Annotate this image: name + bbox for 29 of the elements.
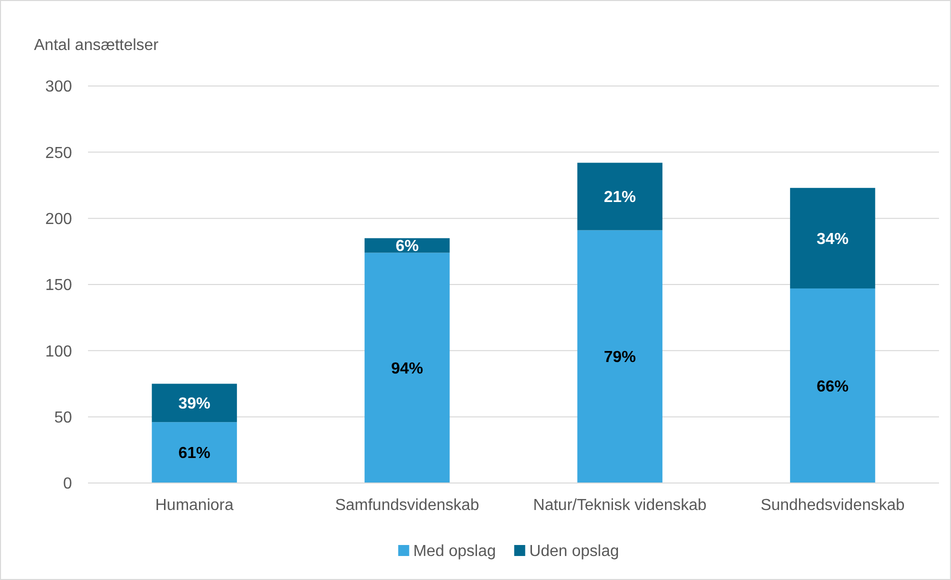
bar [577, 230, 662, 483]
x-tick-label: Humaniora [155, 497, 234, 514]
legend-label: Med opslag [413, 543, 496, 560]
annotation: 61% [178, 445, 210, 462]
y-tick-label: 0 [63, 476, 72, 493]
bar [364, 252, 450, 483]
bar [790, 188, 876, 288]
y-tick-label: 200 [45, 210, 72, 228]
annotation: 34% [816, 230, 849, 248]
x-tick-label: Samfundsvidenskab [335, 497, 480, 514]
bar [152, 384, 237, 422]
annotation: 79% [604, 349, 636, 366]
bar [152, 422, 237, 483]
y-tick-label: 150 [45, 277, 72, 294]
y-tick-label: 100 [45, 343, 72, 360]
y-tick-label: 300 [45, 78, 72, 96]
bar [790, 288, 876, 483]
annotation: 21% [604, 189, 636, 206]
y-tick-label: 50 [54, 409, 72, 426]
legend-label: Uden opslag [529, 543, 620, 560]
x-tick-label: Natur/Teknisk videnskab [533, 497, 707, 514]
y-tick-label: 250 [45, 144, 72, 162]
annotation: 66% [816, 378, 849, 396]
bar [577, 162, 662, 230]
annotation: 39% [178, 396, 210, 413]
annotation: 94% [391, 360, 424, 378]
y-axis-title: Antal ansættelser [34, 37, 160, 54]
annotation: 6% [396, 238, 419, 256]
x-tick-label: Sundhedsvidenskab [760, 497, 905, 514]
